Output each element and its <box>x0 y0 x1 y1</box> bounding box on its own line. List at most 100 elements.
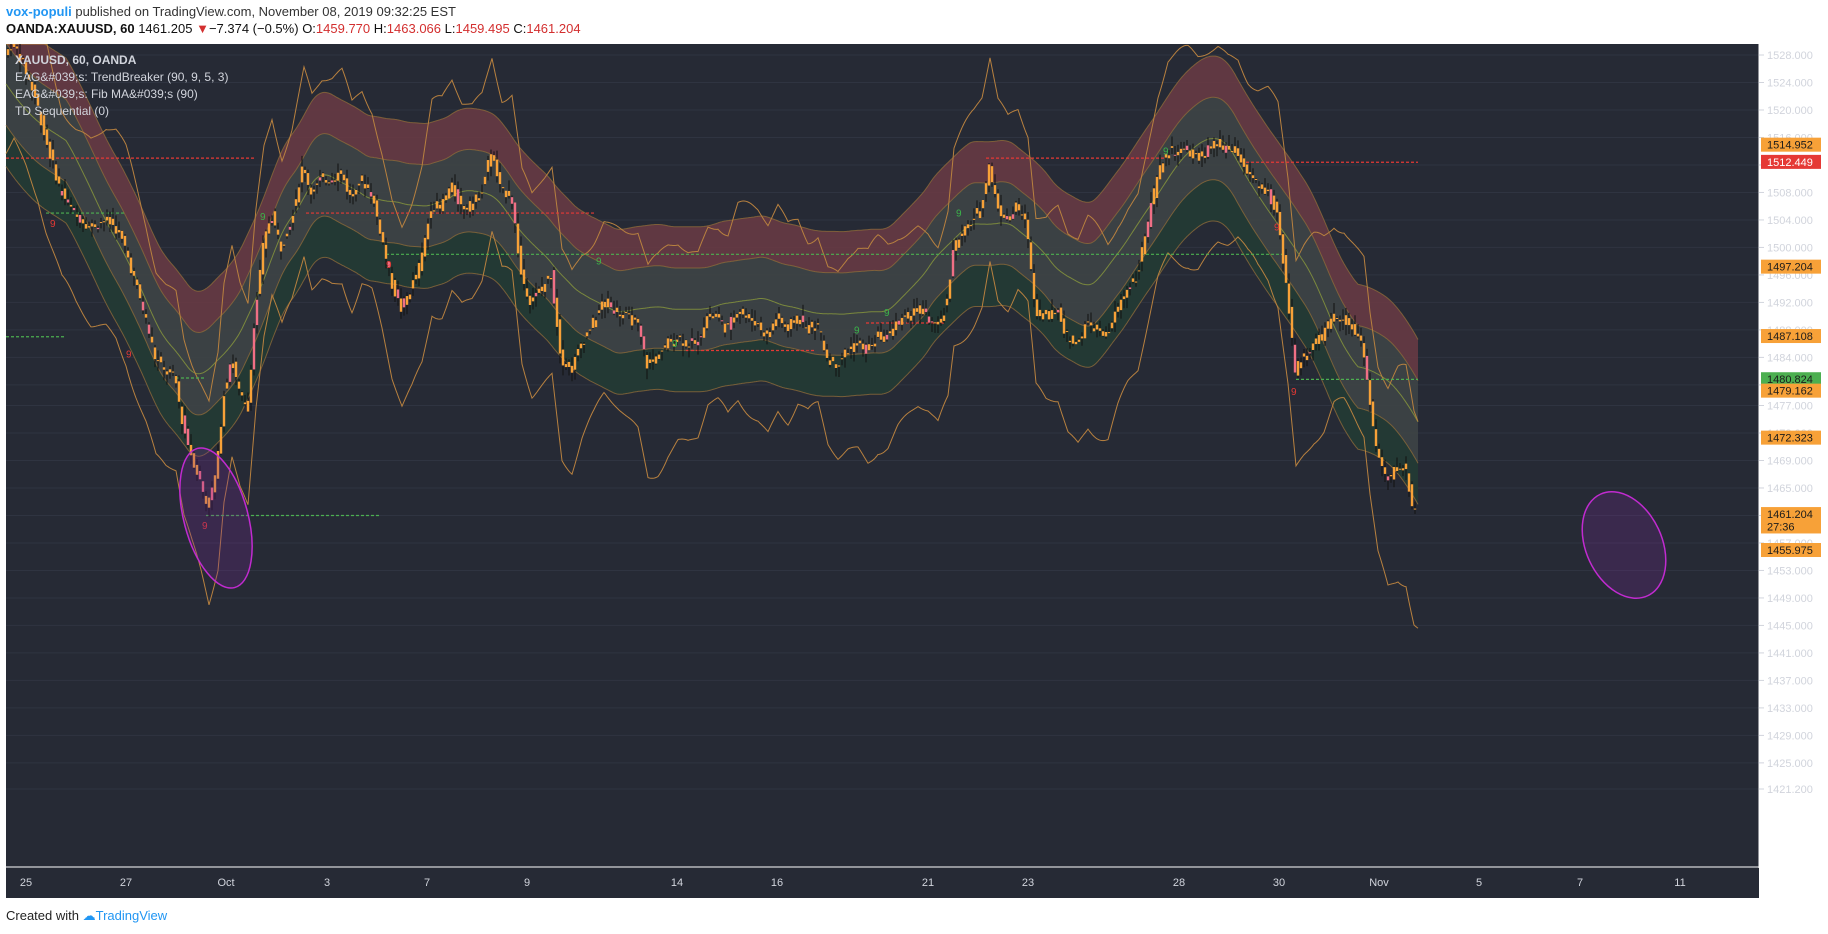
candle-body <box>930 321 934 323</box>
candle-body <box>657 354 661 359</box>
candle-body <box>678 335 682 338</box>
candle-body <box>1071 335 1075 344</box>
tradingview-link[interactable]: TradingView <box>95 908 168 923</box>
candle-body <box>1038 309 1042 317</box>
price-tag-box <box>1761 154 1821 169</box>
highlight-ellipse-right <box>1581 491 1667 599</box>
candle-body <box>792 320 796 323</box>
candle-body <box>1089 322 1093 326</box>
candle-body <box>936 321 940 325</box>
candle-body <box>717 314 721 318</box>
candle-body <box>429 211 433 218</box>
candle-body <box>174 376 178 384</box>
candle-body <box>273 211 277 226</box>
candle-body <box>741 308 745 315</box>
candle-body <box>1257 186 1261 189</box>
candle-body <box>1056 309 1060 313</box>
time-axis[interactable]: 25 27 Oct 3 7 9 14 16 21 23 28 30 Nov 5 7 11 <box>20 877 1686 889</box>
price-tag-box <box>1761 329 1821 344</box>
candle-body <box>1128 287 1132 290</box>
candle-body <box>663 345 667 348</box>
candle-body <box>1161 163 1165 173</box>
candle-body <box>228 364 232 382</box>
td-nine-mark: 9 <box>672 339 678 350</box>
candle-body <box>321 173 325 177</box>
candle-body <box>189 444 193 456</box>
candle-body <box>231 363 235 369</box>
candle-body <box>1305 355 1309 361</box>
candle-body <box>282 244 286 246</box>
publish-header: vox-populi published on TradingView.com,… <box>0 0 1828 44</box>
candle-body <box>324 180 328 183</box>
candle-body <box>261 242 265 275</box>
price-tag-box <box>1761 519 1821 534</box>
candle-body <box>333 180 337 182</box>
candle-body <box>771 323 775 331</box>
candle-body <box>1041 313 1045 320</box>
candle-body <box>456 189 460 205</box>
candle-body <box>1353 324 1357 335</box>
candle-body <box>1296 361 1300 376</box>
author-link[interactable]: vox-populi <box>6 4 72 19</box>
candle-body <box>1377 448 1381 458</box>
candle-body <box>1284 255 1288 283</box>
candle-body <box>72 207 76 211</box>
candle-body <box>720 320 724 322</box>
candle-body <box>723 323 727 333</box>
price-tag-label: 27:36 <box>1767 521 1795 533</box>
candle-body <box>369 192 373 197</box>
candle-body <box>570 365 574 373</box>
candle-body <box>879 331 883 340</box>
candle-body <box>984 183 988 195</box>
price-chart[interactable]: 9 9 9 9 9 9 9 9 9 9 9 9 9 XAUUSD, 60, OANDA EAG&#039… <box>0 44 1828 898</box>
candle-body <box>270 221 274 223</box>
candle-body <box>612 310 616 314</box>
candle-body <box>144 314 148 318</box>
candle-body <box>1044 309 1048 315</box>
candle-body <box>891 328 895 336</box>
candle-body <box>1065 331 1069 333</box>
candle-body <box>1125 289 1129 298</box>
candle-body <box>834 364 838 368</box>
candle-body <box>603 301 607 308</box>
candle-body <box>102 221 106 223</box>
legend-indicator-trendbreaker: EAG&#039;s: TrendBreaker (90, 9, 5, 3) <box>15 70 228 84</box>
td-nine-mark: 9 <box>386 260 392 271</box>
candle-body <box>330 180 334 183</box>
candle-body <box>582 343 586 345</box>
candle-body <box>375 200 379 217</box>
candle-body <box>906 312 910 319</box>
candle-body <box>1113 311 1117 323</box>
candle-body <box>654 356 658 364</box>
candle-body <box>219 426 223 454</box>
candle-body <box>1110 322 1114 329</box>
price-tick-label: 1528.000 <box>1767 50 1813 62</box>
candle-body <box>951 250 955 277</box>
candle-body <box>1344 315 1348 325</box>
candle-body <box>897 320 901 325</box>
candle-body <box>1254 179 1258 181</box>
candle-body <box>513 202 517 224</box>
candle-body <box>999 205 1003 217</box>
legend-indicator-fib-ma: EAG&#039;s: Fib MA&#039;s (90) <box>15 87 198 101</box>
candle-body <box>258 269 262 294</box>
time-axis-background <box>6 868 1759 898</box>
candle-body <box>819 331 823 333</box>
candle-body <box>873 343 877 347</box>
candle-body <box>633 317 637 320</box>
candle-body <box>108 217 112 225</box>
candle-body <box>405 296 409 305</box>
candle-body <box>606 298 610 308</box>
candle-body <box>744 315 748 318</box>
created-with-label: Created with <box>6 908 79 923</box>
candle-body <box>27 74 31 80</box>
candle-body <box>747 314 751 319</box>
price-tag-label: 1455.975 <box>1767 545 1813 557</box>
candle-body <box>795 315 799 324</box>
time-tick-label: 30 <box>1273 877 1285 889</box>
candle-body <box>1212 140 1216 149</box>
price-tag-box <box>1761 137 1821 152</box>
candle-body <box>1341 319 1345 321</box>
candle-body <box>1230 151 1234 153</box>
price-tag-box <box>1761 372 1821 387</box>
